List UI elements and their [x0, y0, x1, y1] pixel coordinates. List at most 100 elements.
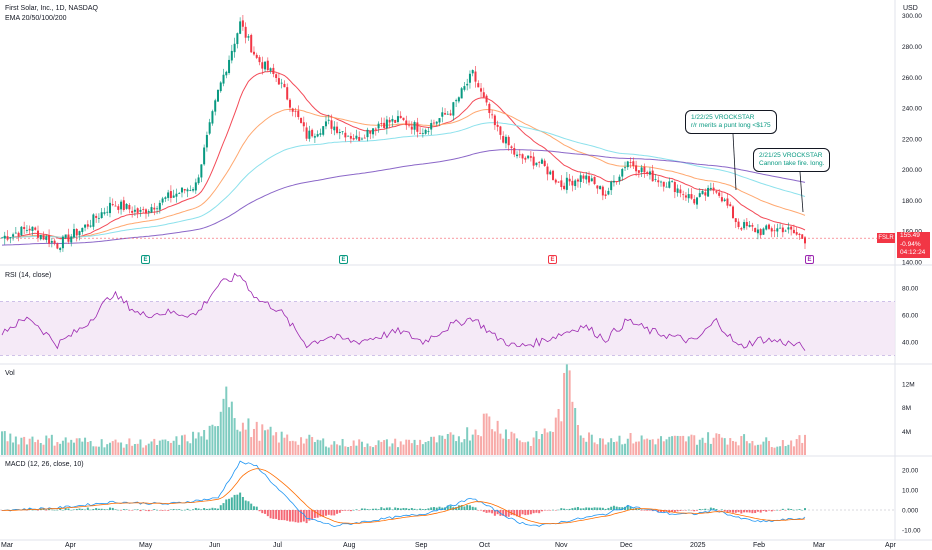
- volume-bar: [150, 441, 153, 455]
- candle: [347, 135, 350, 137]
- candle: [416, 122, 419, 132]
- volume-bar: [607, 442, 610, 455]
- volume-bar: [120, 442, 123, 455]
- candle: [621, 169, 624, 177]
- macd-histogram-bar: [585, 507, 588, 510]
- macd-histogram-bar: [610, 506, 613, 510]
- candle: [751, 225, 754, 227]
- macd-histogram-bar: [466, 505, 469, 510]
- macd-histogram-bar: [120, 510, 123, 511]
- candle: [568, 178, 571, 182]
- candle: [56, 243, 59, 249]
- price-tick: 240.00: [902, 106, 922, 113]
- ema-50-line: [1, 108, 806, 238]
- candle: [330, 120, 333, 129]
- macd-histogram-bar: [715, 509, 718, 510]
- volume-pane-label[interactable]: Vol: [5, 370, 15, 377]
- candle: [45, 236, 48, 240]
- macd-histogram-bar: [360, 508, 363, 510]
- macd-histogram-bar: [239, 492, 242, 510]
- volume-bar: [801, 442, 804, 455]
- x-axis-label-may: May: [139, 542, 153, 549]
- macd-histogram-bar: [618, 507, 621, 510]
- volume-bar: [239, 431, 242, 455]
- candle: [549, 171, 552, 175]
- volume-bar: [230, 401, 233, 455]
- volume-bar: [480, 436, 483, 455]
- macd-histogram-bar: [743, 510, 746, 513]
- volume-bar: [770, 447, 773, 455]
- earnings-badge-3[interactable]: E: [548, 255, 557, 264]
- earnings-badge-2[interactable]: E: [339, 255, 348, 264]
- macd-histogram-bar: [144, 510, 147, 511]
- macd-histogram-bar: [338, 510, 341, 513]
- volume-bar: [128, 438, 131, 455]
- volume-bar: [593, 442, 596, 455]
- candle: [676, 188, 679, 193]
- macd-histogram-bar: [291, 510, 294, 522]
- macd-histogram-bar: [45, 510, 48, 511]
- volume-bar: [718, 433, 721, 455]
- macd-histogram-bar: [396, 507, 399, 510]
- volume-bar: [341, 438, 344, 455]
- volume-bar: [446, 433, 449, 455]
- volume-bar: [408, 439, 411, 455]
- volume-bar: [632, 443, 635, 455]
- candle: [507, 136, 510, 146]
- candle: [463, 86, 466, 90]
- volume-bar: [424, 442, 427, 455]
- macd-histogram-bar: [286, 510, 289, 521]
- rsi-pane-label[interactable]: RSI (14, close): [5, 272, 52, 279]
- candle: [693, 199, 696, 204]
- macd-histogram-bar: [192, 509, 195, 510]
- volume-bar: [585, 441, 588, 455]
- macd-histogram-bar: [178, 509, 181, 510]
- candle: [272, 67, 275, 75]
- candle: [186, 189, 189, 192]
- candle: [585, 175, 588, 180]
- candle: [363, 137, 366, 139]
- candle: [150, 207, 153, 213]
- ema-legend[interactable]: EMA 20/50/100/200: [5, 15, 67, 22]
- callout-2[interactable]: 2/21/25 VROCKSTAR Cannon take fire. long…: [753, 148, 831, 172]
- price-change: -0.94%: [900, 240, 921, 248]
- earnings-badge-4[interactable]: E: [805, 255, 814, 264]
- macd-histogram-bar: [288, 510, 291, 522]
- volume-bar: [136, 443, 139, 455]
- candle: [546, 166, 549, 175]
- volume-tick: 8M: [902, 405, 911, 412]
- candle: [261, 62, 264, 69]
- volume-bar: [258, 440, 261, 455]
- volume-bar: [516, 438, 519, 455]
- volume-bar: [784, 446, 787, 455]
- x-axis-label-mar: Mar: [1, 542, 14, 549]
- macd-histogram-bar: [355, 509, 358, 510]
- candle: [643, 166, 646, 173]
- volume-bar: [394, 438, 397, 455]
- macd-histogram-bar: [798, 509, 801, 510]
- candle: [444, 113, 447, 115]
- candle: [28, 228, 31, 231]
- candle: [311, 129, 314, 137]
- candle: [543, 160, 546, 167]
- candle: [732, 206, 735, 219]
- candle: [571, 180, 574, 186]
- macd-histogram-bar: [792, 509, 795, 511]
- macd-pane-label[interactable]: MACD (12, 26, close, 10): [5, 461, 84, 468]
- macd-tick: 10.00: [902, 488, 919, 495]
- candle: [468, 73, 471, 83]
- macd-histogram-bar: [571, 508, 574, 510]
- macd-histogram-bar: [693, 510, 696, 512]
- candle: [624, 167, 627, 169]
- candle: [455, 100, 458, 102]
- volume-bar: [84, 437, 87, 455]
- volume-bar: [643, 439, 646, 455]
- callout-1[interactable]: 1/22/25 VROCKSTAR r/r merits a punt long…: [685, 110, 777, 134]
- macd-histogram-bar: [205, 508, 208, 510]
- macd-histogram-bar: [607, 507, 610, 510]
- candle: [554, 179, 557, 183]
- earnings-badge-1[interactable]: E: [141, 255, 150, 264]
- candle: [42, 235, 45, 240]
- volume-bar: [192, 431, 195, 455]
